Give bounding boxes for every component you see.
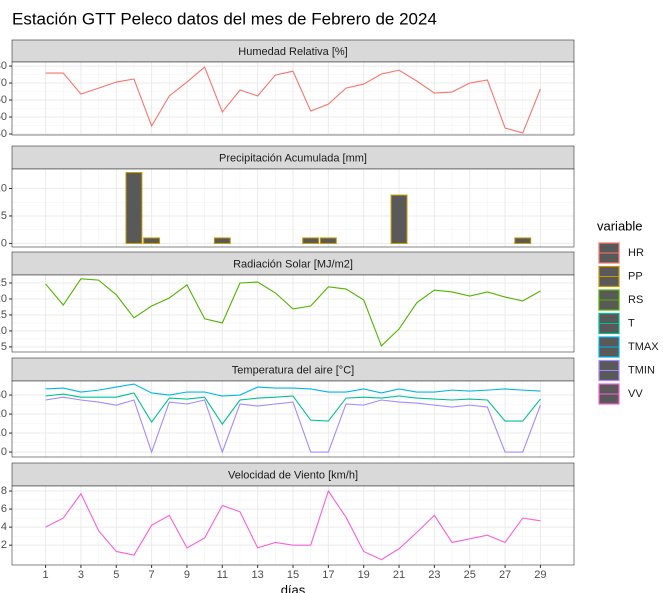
y-tick-label: 4 <box>1 521 7 533</box>
legend-label: TMAX <box>628 341 659 353</box>
strip-title: Precipitación Acumulada [mm] <box>219 152 367 164</box>
y-tick-label: 8 <box>1 485 7 497</box>
strip-title: Velocidad de Viento [km/h] <box>228 469 358 481</box>
y-tick-label: 10 <box>0 427 7 439</box>
x-tick-label: 11 <box>217 569 228 581</box>
y-tick-label: 10 <box>0 325 7 337</box>
y-tick-label: 40 <box>0 128 7 140</box>
y-tick-label: 80 <box>0 60 7 72</box>
y-tick-label: 60 <box>0 94 7 106</box>
y-tick-label: 0 <box>1 237 7 249</box>
x-tick-label: 21 <box>393 569 405 581</box>
x-tick-label: 25 <box>464 569 476 581</box>
bar <box>143 237 161 244</box>
x-tick-label: 13 <box>252 569 264 581</box>
x-axis-label: días <box>281 582 306 593</box>
legend-label: HR <box>628 247 644 259</box>
y-tick-label: 2 <box>1 539 7 551</box>
legend-label: RS <box>628 294 643 306</box>
strip-title: Radiación Solar [MJ/m2] <box>233 258 353 270</box>
bar <box>514 237 532 244</box>
x-tick-label: 23 <box>428 569 440 581</box>
y-tick-label: 20 <box>0 293 7 305</box>
panel-border <box>11 168 575 248</box>
x-tick-label: 29 <box>534 569 546 581</box>
legend-label: PP <box>628 270 643 282</box>
legend-label: T <box>628 317 635 329</box>
bar <box>213 237 231 244</box>
y-tick-label: 50 <box>0 111 7 123</box>
bar <box>390 194 408 244</box>
x-tick-label: 15 <box>287 569 299 581</box>
x-tick-label: 19 <box>358 569 370 581</box>
x-tick-label: 17 <box>322 569 334 581</box>
bar <box>302 237 320 244</box>
panel-border <box>11 380 575 458</box>
panel-border <box>11 485 575 566</box>
x-tick-label: 27 <box>499 569 511 581</box>
line <box>45 66 541 134</box>
x-tick-label: 5 <box>113 569 119 581</box>
chart-title: Estación GTT Peleco datos del mes de Feb… <box>12 9 437 28</box>
panel-border <box>11 274 575 353</box>
y-tick-label: 10 <box>0 182 7 194</box>
x-tick-label: 7 <box>149 569 155 581</box>
y-tick-label: 5 <box>1 210 7 222</box>
line <box>45 383 541 397</box>
x-tick-label: 3 <box>78 569 84 581</box>
line <box>45 489 541 561</box>
x-tick-label: 1 <box>43 569 49 581</box>
y-tick-label: 5 <box>1 341 7 353</box>
bar <box>319 237 337 244</box>
line <box>45 396 541 454</box>
y-tick-label: 15 <box>0 309 7 321</box>
bar <box>125 172 143 244</box>
line <box>45 278 541 347</box>
line <box>45 392 541 426</box>
strip-title: Humedad Relativa [%] <box>238 46 347 58</box>
y-tick-label: 0 <box>1 446 7 458</box>
y-tick-label: 20 <box>0 408 7 420</box>
y-tick-label: 70 <box>0 77 7 89</box>
legend-label: VV <box>628 388 643 400</box>
x-tick-label: 9 <box>184 569 190 581</box>
y-tick-label: 30 <box>0 389 7 401</box>
legend-title: variable <box>597 218 643 233</box>
y-tick-label: 6 <box>1 503 7 515</box>
legend-label: TMIN <box>628 364 655 376</box>
panel-border <box>11 61 575 136</box>
y-tick-label: 25 <box>0 277 7 289</box>
strip-title: Temperatura del aire [°C] <box>232 364 354 376</box>
